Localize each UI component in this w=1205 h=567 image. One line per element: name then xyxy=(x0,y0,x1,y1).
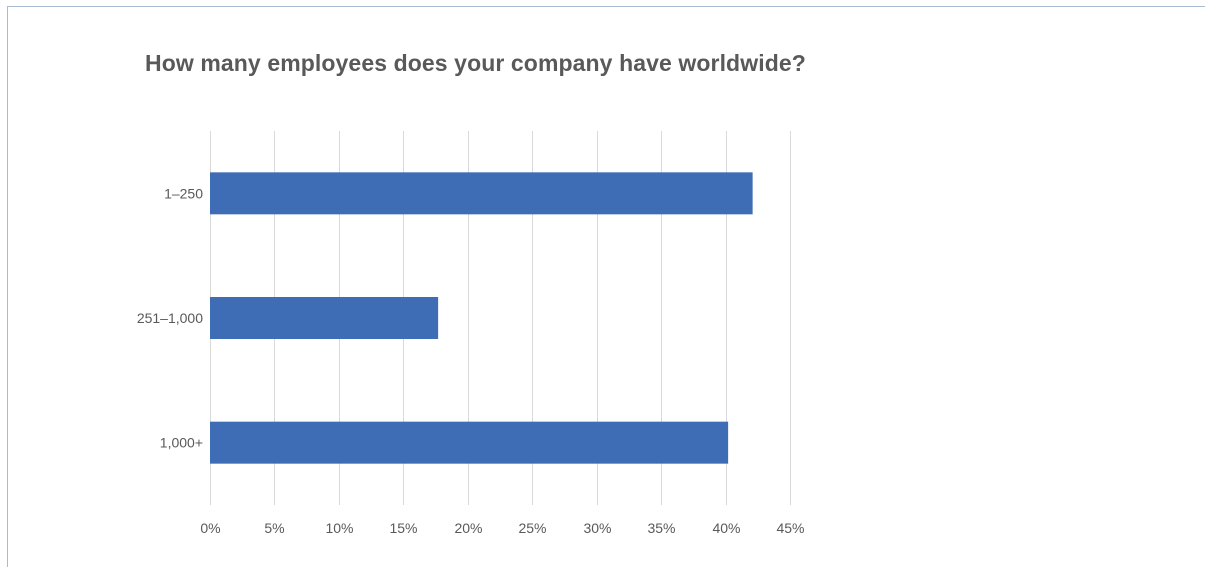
y-category-label: 1–250 xyxy=(164,185,203,201)
y-category-label: 1,000+ xyxy=(160,435,203,451)
x-tick-label: 35% xyxy=(647,520,675,536)
x-tick-label: 25% xyxy=(518,520,546,536)
x-tick-label: 30% xyxy=(583,520,611,536)
bar xyxy=(210,172,753,215)
chart-title: How many employees does your company hav… xyxy=(145,50,806,76)
y-category-label: 251–1,000 xyxy=(137,310,203,326)
x-tick-label: 0% xyxy=(200,520,220,536)
bar xyxy=(210,297,439,339)
chart-frame xyxy=(7,6,1205,567)
x-tick-label: 45% xyxy=(776,520,804,536)
bar xyxy=(210,421,729,464)
x-tick-label: 20% xyxy=(454,520,482,536)
x-tick-label: 10% xyxy=(325,520,353,536)
x-tick-label: 5% xyxy=(264,520,284,536)
x-tick-label: 40% xyxy=(712,520,740,536)
x-tick-label: 15% xyxy=(389,520,417,536)
